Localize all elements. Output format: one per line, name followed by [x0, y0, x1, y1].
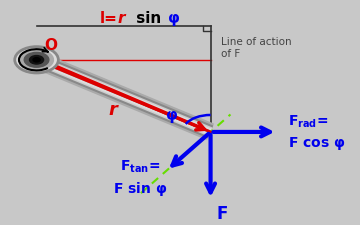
Circle shape [15, 47, 58, 74]
Text: Line of action
of F: Line of action of F [221, 37, 292, 58]
Text: r: r [109, 100, 117, 118]
Text: r: r [117, 11, 125, 26]
Text: $\mathbf{F_{tan}}$=
$\mathbf{F}$ sin φ: $\mathbf{F_{tan}}$= $\mathbf{F}$ sin φ [113, 158, 167, 197]
Text: sin: sin [131, 11, 167, 26]
Text: φ: φ [168, 11, 180, 26]
Text: $\mathbf{F_{rad}}$=
$\mathbf{F}$ cos φ: $\mathbf{F_{rad}}$= $\mathbf{F}$ cos φ [288, 113, 345, 151]
Text: l=: l= [99, 11, 117, 26]
Circle shape [24, 53, 49, 68]
Circle shape [33, 58, 40, 63]
Text: φ: φ [166, 108, 178, 123]
Text: O: O [44, 38, 57, 53]
Circle shape [30, 56, 44, 65]
Text: $\mathbf{F}$: $\mathbf{F}$ [216, 204, 228, 222]
Circle shape [20, 50, 53, 71]
